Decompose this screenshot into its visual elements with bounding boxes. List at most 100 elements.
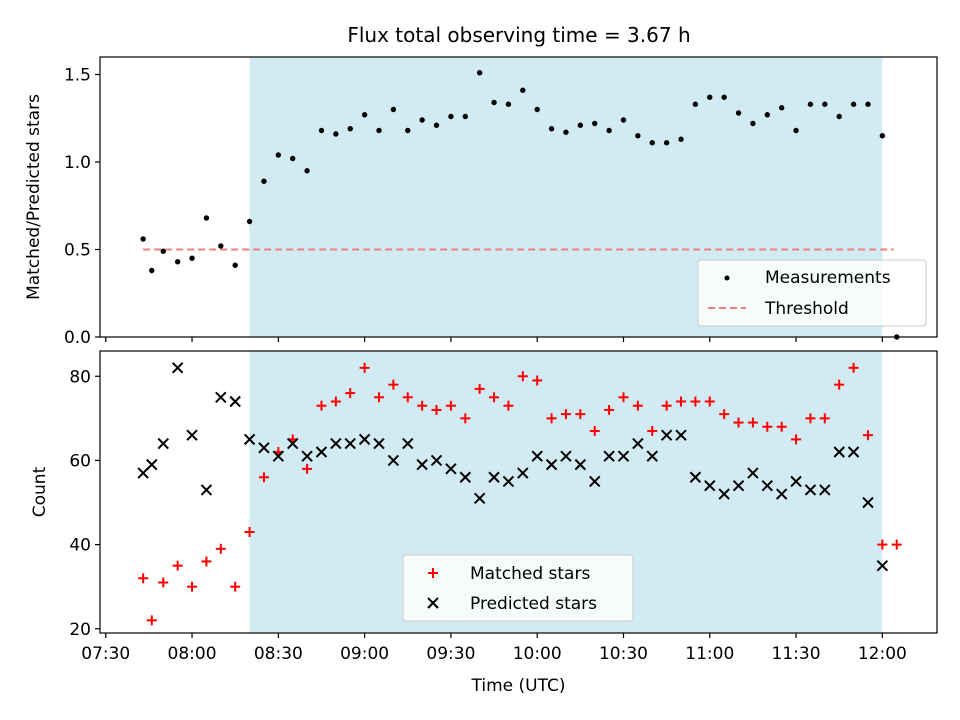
predicted-star-point <box>603 450 615 462</box>
measurement-point <box>419 117 425 123</box>
bottom-panel: 20 40 60 80 07:30 08:00 08:30 09:00 09:30 10:00 1… <box>30 350 938 696</box>
predicted-star-point <box>315 446 328 458</box>
predicted-star-point <box>704 479 716 492</box>
matched-star-point <box>359 362 370 373</box>
top-y-axis-label: Matched/Predicted stars <box>24 94 44 300</box>
y-tick-label: 0.5 <box>64 241 91 261</box>
measurement-point <box>850 101 857 107</box>
measurement-point <box>707 94 713 100</box>
predicted-legend-marker <box>427 597 439 609</box>
predicted-star-point <box>488 471 500 483</box>
measurement-point <box>491 99 497 106</box>
measurement-point <box>433 122 440 128</box>
measurement-point <box>149 267 155 274</box>
bottom-legend: Matched stars Predicted stars <box>402 554 634 622</box>
predicted-star-point <box>272 450 285 462</box>
predicted-star-point <box>617 450 630 462</box>
measurement-point <box>879 133 886 139</box>
predicted-star-point <box>862 496 874 509</box>
matched-star-point <box>747 417 758 428</box>
top-y-ticks: 0.0 0.5 1.0 1.5 <box>64 66 100 348</box>
top-axes-frame <box>99 56 938 338</box>
predicted-legend-marker-shape <box>427 597 439 609</box>
x-tick-label: 07:30 <box>81 644 130 664</box>
predicted-star-point <box>675 429 687 441</box>
predicted-star-point <box>732 479 745 492</box>
matched-star-point <box>138 573 149 584</box>
chart-title: Flux total observing time = 3.67 h <box>347 23 690 47</box>
matched-star-point <box>503 400 514 411</box>
predicted-star-point <box>574 458 587 471</box>
measurement-point <box>203 215 210 221</box>
predicted-star-point <box>137 467 149 479</box>
x-tick-label: 12:00 <box>858 644 907 664</box>
bottom-x-ticks: 07:30 08:00 08:30 09:00 09:30 10:00 10:30 11:00… <box>81 633 907 664</box>
matched-star-point <box>546 413 557 424</box>
predicted-star-point <box>445 463 457 475</box>
predicted-star-point <box>171 362 184 374</box>
measurement-point <box>836 113 842 120</box>
x-tick-label: 08:30 <box>254 644 303 664</box>
predicted-star-point <box>301 450 313 462</box>
top-legend-box <box>697 259 927 327</box>
measurement-point <box>865 101 871 107</box>
matched-star-point <box>230 581 241 592</box>
measurement-point <box>692 101 699 107</box>
matched-star-point <box>187 581 198 592</box>
predicted-star-point <box>847 446 860 458</box>
matched-star-point <box>146 615 157 626</box>
predicted-star-point <box>502 475 515 488</box>
measurement-point <box>189 255 195 261</box>
measurement-point <box>390 106 397 113</box>
predicted-star-point <box>358 433 371 446</box>
measurement-point <box>448 113 454 120</box>
predicted-star-point <box>416 458 428 471</box>
y-tick-label: 20 <box>69 620 91 640</box>
bottom-y-ticks: 20 40 60 80 <box>69 367 100 640</box>
top-panel: 0.0 0.5 1.0 1.5 Matched/Predicted stars Mea… <box>24 56 938 348</box>
predicted-star-point <box>243 433 256 446</box>
predicted-star-point <box>819 484 831 496</box>
predicted-star-point <box>186 429 198 441</box>
x-tick-label: 10:00 <box>513 644 562 664</box>
matched-star-point <box>618 392 629 403</box>
x-tick-label: 09:30 <box>426 644 475 664</box>
predicted-star-point <box>229 395 241 408</box>
matched-star-point <box>661 400 672 411</box>
matched-star-point <box>388 379 399 390</box>
x-tick-label: 10:30 <box>599 644 648 664</box>
predicted-star-point <box>833 446 845 458</box>
matched-star-point <box>819 413 830 424</box>
matched-star-point <box>532 375 543 386</box>
y-tick-label: 40 <box>69 536 91 556</box>
x-axis-label: Time (UTC) <box>471 676 566 696</box>
measurement-point <box>318 127 325 134</box>
matched-star-point <box>733 417 744 428</box>
predicted-star-point <box>660 429 673 441</box>
predicted-star-point <box>775 488 788 500</box>
measurements-legend-marker <box>724 275 730 281</box>
matched-star-point <box>489 392 500 403</box>
matched-legend-marker <box>428 568 438 578</box>
measurement-points <box>140 70 900 340</box>
matched-star-point <box>330 396 341 407</box>
matched-stars-points <box>138 362 902 626</box>
measurement-point <box>822 101 828 107</box>
predicted-stars-points <box>137 362 889 572</box>
measurement-point <box>635 133 641 139</box>
predicted-star-point <box>589 475 601 488</box>
predicted-star-point <box>215 391 227 404</box>
y-tick-label: 80 <box>69 367 91 387</box>
predicted-star-point <box>200 484 213 496</box>
matched-star-point <box>302 463 313 474</box>
predicted-star-point <box>560 450 572 462</box>
matched-star-point <box>201 556 212 567</box>
matched-star-point <box>172 560 183 571</box>
matched-star-point <box>158 577 169 588</box>
matched-star-point <box>474 383 485 394</box>
measurements-legend-label: Measurements <box>765 268 891 288</box>
measurement-point <box>174 259 181 265</box>
measurement-point <box>520 87 526 93</box>
predicted-star-point <box>517 467 529 479</box>
